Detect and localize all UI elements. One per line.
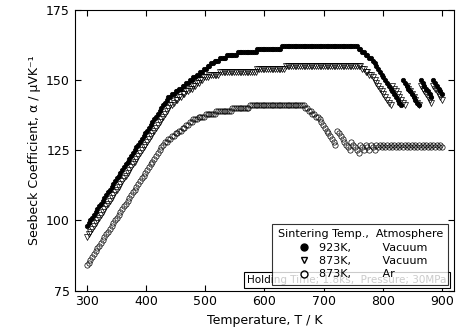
X-axis label: Temperature, T / K: Temperature, T / K bbox=[207, 314, 322, 327]
Legend: 923K,         Vacuum, 873K,         Vacuum, 873K,         Ar: 923K, Vacuum, 873K, Vacuum, 873K, Ar bbox=[272, 224, 448, 285]
Y-axis label: Seebeck Coefficient, α / μVK⁻¹: Seebeck Coefficient, α / μVK⁻¹ bbox=[28, 55, 41, 245]
Text: Holding Time; 1.8ks,  Pressure; 30MPa: Holding Time; 1.8ks, Pressure; 30MPa bbox=[247, 275, 446, 285]
